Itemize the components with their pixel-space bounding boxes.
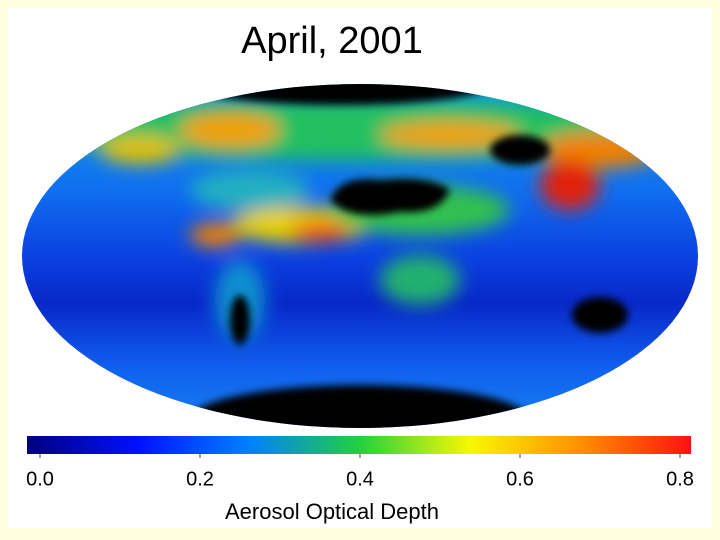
tick-label: 0.0 xyxy=(26,468,54,490)
colorbar xyxy=(27,436,691,454)
map-title: April, 2001 xyxy=(241,20,423,62)
tick-label: 0.4 xyxy=(346,468,374,490)
tick-label: 0.2 xyxy=(186,468,214,490)
aerosol-map xyxy=(22,84,698,428)
colorbar-ticks: 0.0 0.2 0.4 0.6 0.8 xyxy=(26,454,694,490)
colorbar-label: Aerosol Optical Depth xyxy=(225,499,439,524)
tick-label: 0.6 xyxy=(506,468,534,490)
tick-label: 0.8 xyxy=(666,468,694,490)
